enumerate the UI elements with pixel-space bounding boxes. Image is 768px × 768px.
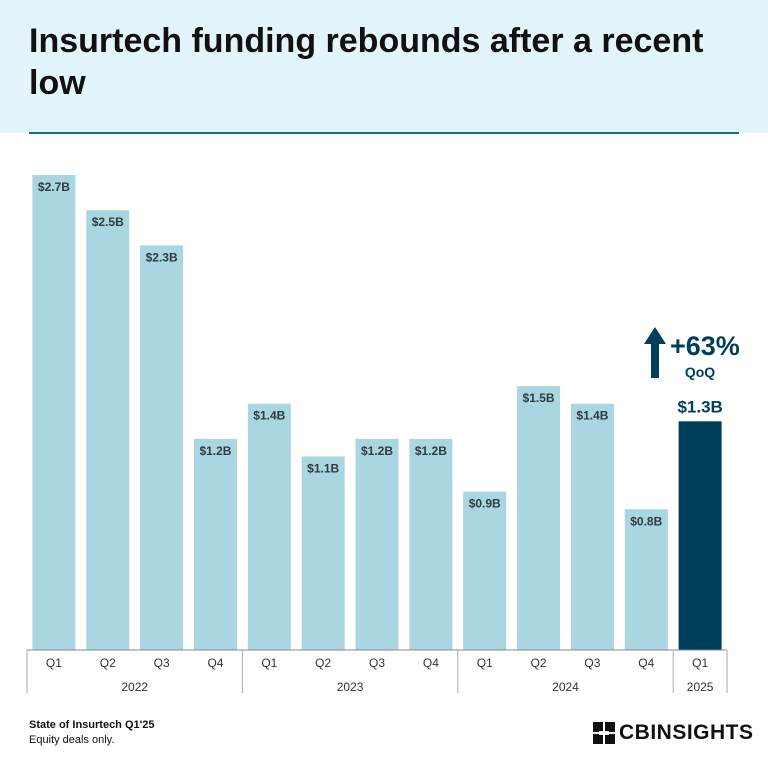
bar-2 [140,245,184,651]
header-divider [29,132,739,134]
callout-percent: +63% [670,331,740,361]
source-disclaimer: Equity deals only. [29,734,115,746]
source-title: State of Insurtech Q1'25 [29,719,155,731]
x-tick-label-11: Q4 [638,656,654,670]
bar-value-label-12: $1.3B [677,397,722,416]
bar-1 [86,210,130,650]
x-tick-label-12: Q1 [692,656,708,670]
bar-value-label-5: $1.1B [307,461,339,475]
bar-value-label-2: $2.3B [146,250,178,264]
bar-9 [517,386,561,650]
x-tick-label-7: Q4 [423,656,439,670]
callout-arrow-head [644,327,666,344]
x-tick-label-6: Q3 [369,656,385,670]
x-tick-label-5: Q2 [315,656,331,670]
year-label-2024: 2024 [552,680,579,694]
bar-3 [193,438,237,650]
cb-insights-logo-icon [593,722,615,744]
year-label-2022: 2022 [121,680,148,694]
bar-8 [463,491,507,650]
bar-value-label-0: $2.7B [38,180,70,194]
bar-value-label-7: $1.2B [415,444,447,458]
x-tick-label-10: Q3 [584,656,600,670]
page-title: Insurtech funding rebounds after a recen… [29,22,704,102]
x-tick-label-0: Q1 [46,656,62,670]
bar-0 [32,175,76,650]
bar-value-label-4: $1.4B [253,409,285,423]
source-note: State of Insurtech Q1'25 Equity deals on… [29,718,155,748]
bar-11 [624,509,668,650]
bar-12 [678,421,722,650]
year-label-2025: 2025 [687,680,714,694]
bar-value-label-6: $1.2B [361,444,393,458]
x-tick-label-1: Q2 [100,656,116,670]
bar-value-label-3: $1.2B [199,444,231,458]
bar-7 [409,438,453,650]
callout-arrow-shaft [651,338,659,378]
bar-6 [355,438,399,650]
bar-value-label-1: $2.5B [92,215,124,229]
bar-10 [570,403,614,650]
header-band [0,0,768,133]
logo-text: CBINSIGHTS [619,721,754,744]
bar-value-label-10: $1.4B [576,409,608,423]
bar-value-label-8: $0.9B [469,497,501,511]
callout-qoq: QoQ [685,364,715,380]
x-tick-label-4: Q1 [261,656,277,670]
bar-5 [301,456,345,650]
bar-value-label-9: $1.5B [523,391,555,405]
year-label-2023: 2023 [337,680,364,694]
bar-value-label-11: $0.8B [630,514,662,528]
x-tick-label-9: Q2 [531,656,547,670]
x-tick-label-8: Q1 [477,656,493,670]
cb-insights-logo: CBINSIGHTS [593,721,754,745]
bar-4 [247,403,291,650]
x-tick-label-2: Q3 [154,656,170,670]
x-tick-label-3: Q4 [207,656,223,670]
